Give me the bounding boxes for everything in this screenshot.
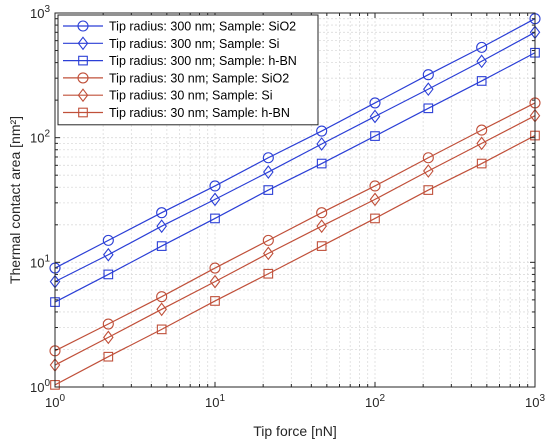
legend-entry: Tip radius: 30 nm; Sample: h-BN [63, 106, 290, 120]
legend-label: Tip radius: 30 nm; Sample: SiO2 [109, 71, 289, 85]
series-2 [49, 25, 541, 289]
y-tick-label: 102 [30, 129, 50, 146]
legend: Tip radius: 300 nm; Sample: SiO2 Tip radi… [57, 14, 319, 126]
data-point [369, 180, 381, 192]
data-point [476, 41, 488, 53]
y-axis-label: Thermal contact area [nm²] [7, 116, 23, 284]
series-line [54, 31, 536, 283]
data-point [316, 207, 328, 219]
data-point [423, 82, 434, 97]
x-tick-label: 103 [525, 393, 545, 410]
legend-marker [77, 72, 89, 84]
data-point [263, 165, 274, 179]
data-point [369, 97, 381, 109]
plot-series [49, 13, 541, 390]
data-point [476, 124, 488, 136]
data-point [263, 268, 274, 279]
data-point [316, 241, 327, 251]
legend-label: Tip radius: 30 nm; Sample: Si [109, 89, 273, 103]
series-line [54, 18, 536, 269]
legend-entry: Tip radius: 300 nm; Sample: Si [63, 36, 279, 51]
data-point [423, 185, 434, 195]
series-line [54, 102, 536, 352]
data-point [156, 241, 167, 251]
data-point [156, 207, 168, 219]
data-point [423, 103, 434, 114]
legend-label: Tip radius: 30 nm; Sample: h-BN [109, 106, 290, 120]
series-line [54, 115, 536, 366]
data-point [103, 269, 114, 280]
data-point [210, 296, 220, 306]
data-point [156, 291, 168, 303]
axes-box [54, 12, 536, 388]
legend-entry: Tip radius: 30 nm; Sample: SiO2 [63, 71, 289, 85]
legend-box [57, 14, 319, 126]
data-point [209, 180, 221, 192]
data-point [316, 137, 327, 151]
series-line [54, 52, 536, 303]
legend-marker [77, 20, 89, 32]
series-4 [49, 97, 541, 357]
data-point [422, 152, 434, 164]
x-tick-label: 102 [365, 393, 385, 410]
data-point [209, 274, 221, 289]
series-5 [49, 108, 541, 372]
data-point [262, 152, 274, 164]
data-point [476, 136, 487, 151]
legend-entry: Tip radius: 300 nm; Sample: SiO2 [63, 20, 296, 34]
y-tick-label: 100 [30, 378, 50, 395]
data-point [103, 330, 114, 345]
legend-entry: Tip radius: 30 nm; Sample: Si [63, 88, 273, 103]
data-point [476, 76, 487, 86]
data-point [209, 192, 221, 207]
legend-marker [78, 107, 88, 118]
data-point [476, 158, 487, 169]
legend-marker [77, 36, 89, 51]
data-point [102, 234, 114, 246]
series-line [54, 135, 536, 386]
legend-marker [78, 55, 88, 66]
data-point [369, 109, 381, 124]
legend-label: Tip radius: 300 nm; Sample: h-BN [109, 54, 297, 68]
legend-label: Tip radius: 300 nm; Sample: Si [109, 37, 279, 51]
legend-entry: Tip radius: 300 nm; Sample: h-BN [63, 54, 297, 68]
data-point [263, 246, 274, 261]
data-point [210, 213, 220, 224]
data-point [102, 318, 114, 330]
data-point [156, 324, 167, 335]
data-point [369, 192, 381, 207]
data-point [370, 131, 380, 141]
x-tick-label: 100 [45, 393, 65, 410]
x-axis-label: Tip force [nN] [253, 423, 337, 439]
data-point [476, 54, 487, 69]
data-point [316, 125, 328, 137]
data-point [156, 302, 167, 317]
data-point [103, 351, 114, 362]
data-point [423, 164, 434, 178]
axis-ticks: 100 101 102 103 100 101 102 103 [30, 4, 545, 410]
data-point [209, 262, 221, 274]
data-point [422, 69, 434, 81]
data-point [103, 247, 114, 262]
data-point [370, 213, 380, 224]
legend-label: Tip radius: 300 nm; Sample: SiO2 [109, 20, 296, 34]
legend-marker [77, 88, 89, 103]
series-3 [50, 47, 540, 307]
data-point [316, 219, 327, 234]
data-point [156, 219, 167, 234]
data-point [316, 158, 327, 169]
data-point [263, 185, 274, 195]
series-6 [50, 130, 540, 390]
x-tick-label: 101 [205, 393, 225, 410]
data-point [262, 234, 274, 246]
y-tick-label: 103 [30, 4, 50, 21]
y-tick-label: 101 [30, 253, 50, 270]
